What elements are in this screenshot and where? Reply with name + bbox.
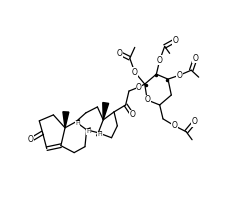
Text: O: O (117, 49, 123, 58)
Polygon shape (63, 112, 69, 128)
Text: O: O (172, 121, 178, 130)
Text: O: O (177, 71, 183, 80)
Text: O: O (28, 135, 34, 144)
Text: O: O (136, 83, 142, 92)
Text: O: O (129, 110, 135, 119)
Text: H: H (75, 121, 80, 126)
Text: O: O (132, 68, 138, 77)
Text: O: O (192, 117, 198, 126)
Polygon shape (103, 102, 109, 120)
Text: O: O (173, 36, 178, 45)
Text: H: H (86, 129, 91, 134)
Text: O: O (193, 54, 198, 63)
Text: O: O (144, 96, 150, 104)
Text: H: H (98, 132, 102, 137)
Text: O: O (157, 56, 163, 65)
